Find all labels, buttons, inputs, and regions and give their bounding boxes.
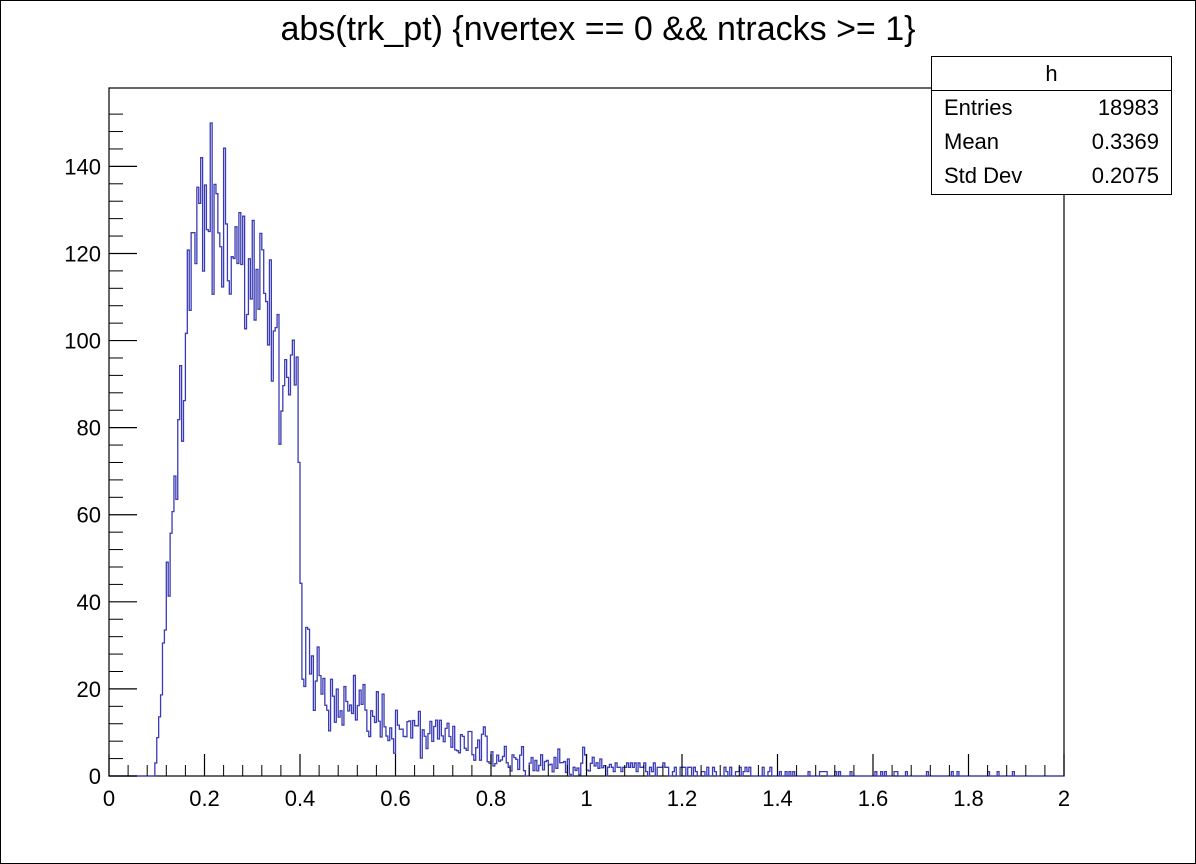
x-tick-label: 1.2 [667, 786, 698, 811]
stats-box: h Entries 18983 Mean 0.3369 Std Dev 0.20… [931, 56, 1172, 195]
y-tick-label: 120 [64, 241, 101, 266]
stats-label-mean: Mean [944, 129, 1000, 154]
stats-value-stddev: 0.2075 [1091, 163, 1159, 188]
x-tick-label: 2 [1058, 786, 1070, 811]
stats-row-entries: Entries 18983 [932, 91, 1171, 125]
x-tick-label: 0 [103, 786, 115, 811]
plot-frame [108, 87, 1065, 777]
chart-title: abs(trk_pt) {nvertex == 0 && ntracks >= … [280, 10, 916, 48]
stats-row-stddev: Std Dev 0.2075 [932, 159, 1171, 193]
stats-value-mean: 0.3369 [1091, 129, 1159, 154]
stats-label-entries: Entries [944, 95, 1013, 120]
x-tick-label: 0.2 [189, 786, 220, 811]
histogram-line [109, 122, 1064, 777]
x-tick-label: 1.6 [858, 786, 889, 811]
y-tick-label: 80 [77, 416, 101, 441]
x-tick-label: 0.6 [380, 786, 411, 811]
y-tick-label: 0 [89, 764, 101, 789]
stats-box-title: h [932, 57, 1171, 91]
x-tick-label: 1 [580, 786, 592, 811]
x-tick-label: 0.8 [476, 786, 507, 811]
stats-row-mean: Mean 0.3369 [932, 125, 1171, 159]
y-tick-label: 20 [77, 677, 101, 702]
x-tick-label: 1.8 [953, 786, 984, 811]
stats-value-entries: 18983 [1097, 95, 1159, 120]
y-tick-label: 100 [64, 329, 101, 354]
stats-label-stddev: Std Dev [944, 163, 1023, 188]
x-tick-label: 0.4 [285, 786, 316, 811]
histogram-layer [109, 122, 1064, 777]
y-tick-label: 140 [64, 154, 101, 179]
y-tick-label: 60 [77, 503, 101, 528]
axes-layer: 0 0.2 0.4 0.6 0.8 1 1.2 1.4 1.6 1.8 20204060801001… [64, 113, 1070, 811]
x-tick-label: 1.4 [762, 786, 793, 811]
y-tick-label: 40 [77, 590, 101, 615]
